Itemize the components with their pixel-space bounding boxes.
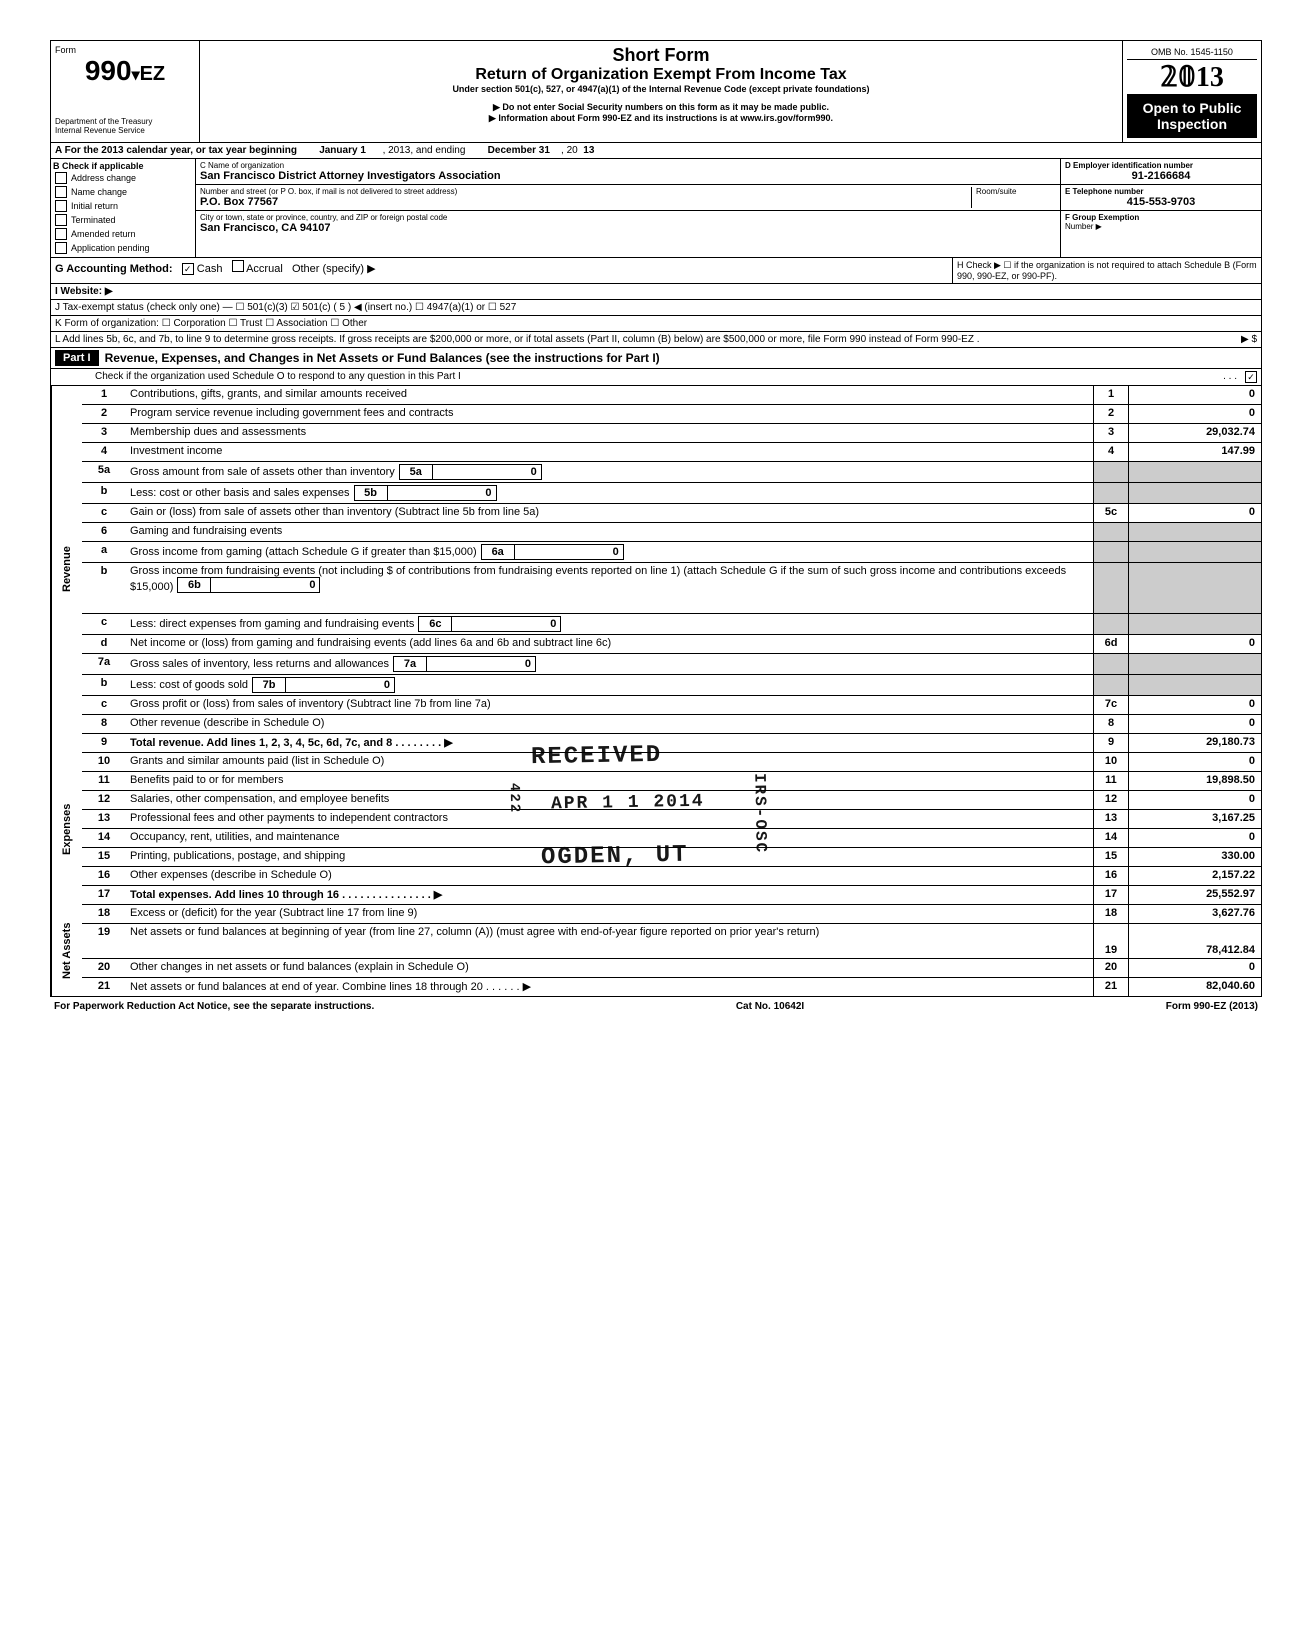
footer-mid: Cat No. 10642I [736,1001,804,1012]
section-c: C Name of organization San Francisco Dis… [196,159,1061,257]
cb-accrual[interactable] [232,260,244,272]
netassets-section: Net Assets 18Excess or (deficit) for the… [51,905,1261,996]
d-label: D Employer identification number [1065,161,1257,170]
open-public: Open to Public Inspection [1127,94,1257,138]
bcdef-block: B Check if applicable Address change Nam… [51,159,1261,258]
cb-amended[interactable]: Amended return [53,227,193,241]
part1-label: Part I [55,350,99,366]
header-right: OMB No. 1545-1150 𝟚𝟘201313 Open to Publi… [1123,41,1261,142]
line-k: K Form of organization: ☐ Corporation ☐ … [51,316,1261,332]
city-label: City or town, state or province, country… [200,213,1056,222]
tax-year: 𝟚𝟘201313 [1127,60,1257,94]
omb-number: OMB No. 1545-1150 [1127,45,1257,60]
form-prefix: Form [55,45,195,55]
line-a-yr: 13 [583,145,594,156]
cb-schedule-o[interactable]: ✓ [1245,371,1257,383]
org-address: P.O. Box 77567 [200,196,971,208]
form-990ez: Form 990▾EZ Department of the Treasury I… [50,40,1262,997]
c-label: C Name of organization [200,161,1056,170]
section-def: D Employer identification number 91-2166… [1061,159,1261,257]
part1-title: Revenue, Expenses, and Changes in Net As… [105,351,660,365]
line-gh: G Accounting Method: ✓ Cash Accrual Othe… [51,258,1261,284]
line-i: I Website: ▶ [51,284,1261,300]
form-number: 990▾EZ [55,55,195,87]
f-label: F Group Exemption [1065,213,1257,222]
line-h: H Check ▶ ☐ if the organization is not r… [953,258,1261,283]
line-a-mid: , 2013, and ending [383,145,466,156]
cb-initial-return[interactable]: Initial return [53,199,193,213]
title-short: Short Form [208,45,1114,66]
part1-header: Part I Revenue, Expenses, and Changes in… [51,348,1261,369]
line-a: A For the 2013 calendar year, or tax yea… [51,143,1261,159]
org-name: San Francisco District Attorney Investig… [200,170,1056,182]
section-b: B Check if applicable Address change Nam… [51,159,196,257]
footer-left: For Paperwork Reduction Act Notice, see … [54,1001,374,1012]
stamp-received: RECEIVED [531,742,663,771]
ein: 91-2166684 [1065,170,1257,182]
line-a-prefix: A For the 2013 calendar year, or tax yea… [55,145,297,156]
room-label: Room/suite [976,187,1056,196]
line-a-suffix: , 20 [561,145,578,156]
title-main: Return of Organization Exempt From Incom… [208,66,1114,84]
stamp-date: APR 1 1 2014 [551,792,705,815]
f-number: Number ▶ [1065,222,1257,231]
phone: 415-553-9703 [1065,196,1257,208]
line-j: J Tax-exempt status (check only one) — ☐… [51,300,1261,316]
line-a-end: December 31 [488,145,550,156]
cb-address-change[interactable]: Address change [53,171,193,185]
e-label: E Telephone number [1065,187,1257,196]
info-line: ▶ Information about Form 990-EZ and its … [208,113,1114,124]
header-center: Short Form Return of Organization Exempt… [200,41,1123,142]
form-footer: For Paperwork Reduction Act Notice, see … [50,997,1262,1016]
dept-treasury: Department of the Treasury Internal Reve… [55,117,195,135]
header-left: Form 990▾EZ Department of the Treasury I… [51,41,200,142]
stamp-ogden: OGDEN, UT [541,842,689,872]
cb-name-change[interactable]: Name change [53,185,193,199]
side-expenses: Expenses [51,753,82,905]
title-sub: Under section 501(c), 527, or 4947(a)(1)… [208,84,1114,94]
part1-check: Check if the organization used Schedule … [51,369,1261,386]
line-l: L Add lines 5b, 6c, and 7b, to line 9 to… [51,332,1261,348]
cb-app-pending[interactable]: Application pending [53,241,193,255]
section-b-header: B Check if applicable [53,161,193,171]
expenses-section: Expenses 10Grants and similar amounts pa… [51,753,1261,905]
warning: ▶ Do not enter Social Security numbers o… [208,102,1114,113]
footer-right: Form 990-EZ (2013) [1166,1001,1258,1012]
form-header: Form 990▾EZ Department of the Treasury I… [51,41,1261,143]
g-label: G Accounting Method: [55,263,173,275]
org-city: San Francisco, CA 94107 [200,222,1056,234]
stamp-irs-osc: IRS-OSC [750,773,769,855]
revenue-section: Revenue 1Contributions, gifts, grants, a… [51,386,1261,753]
cb-terminated[interactable]: Terminated [53,213,193,227]
cb-cash[interactable]: ✓ [182,263,194,275]
stamp-422: 422 [506,783,523,814]
line-a-start: January 1 [319,145,366,156]
side-netassets: Net Assets [51,905,82,996]
addr-label: Number and street (or P O. box, if mail … [200,187,971,196]
side-revenue: Revenue [51,386,82,753]
